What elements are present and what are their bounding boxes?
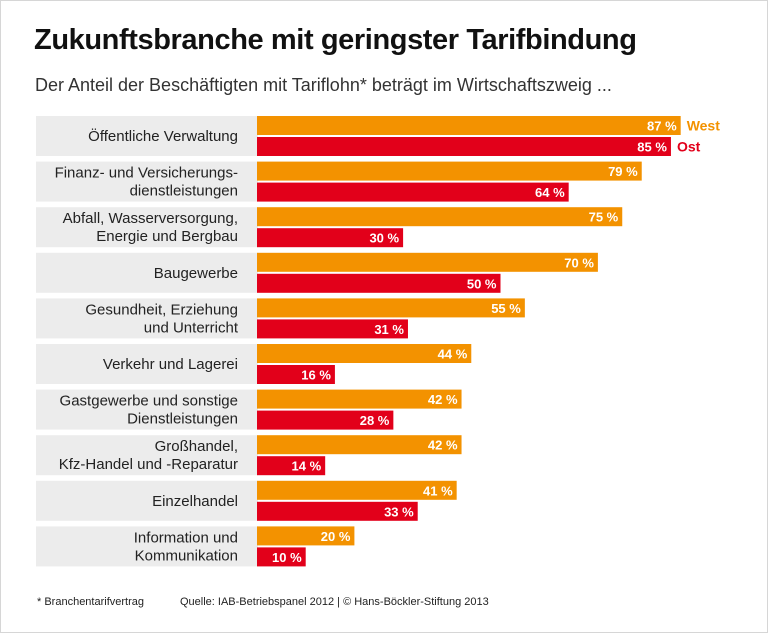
category-label-line: Gastgewerbe und sonstige — [60, 393, 238, 410]
category-label-line: Information und — [134, 529, 238, 546]
value-label-ost: 64 % — [535, 185, 565, 200]
category-band — [36, 526, 258, 567]
category-band — [36, 480, 258, 521]
value-label-ost: 14 % — [292, 459, 322, 474]
bar-ost — [257, 182, 569, 202]
bar-west — [257, 480, 457, 500]
category-label: Finanz- und Versicherungs-dienstleistung… — [55, 165, 238, 200]
category-band — [36, 389, 258, 430]
category-label-line: Abfall, Wasserversorgung, — [63, 210, 238, 227]
category-label: Gastgewerbe und sonstige Dienstleistungen — [60, 393, 238, 428]
category-label-line: und Unterricht — [144, 319, 239, 336]
bar-west — [257, 435, 462, 455]
value-label-west: 42 % — [428, 392, 458, 407]
category-label-line: Verkehr und Lagerei — [103, 356, 238, 373]
chart-title: Zukunftsbranche mit geringster Tarifbind… — [34, 24, 637, 56]
bar-west — [257, 298, 525, 318]
category-label-line: Baugewerbe — [154, 265, 238, 282]
category-label: Gesundheit, Erziehung und Unterricht — [85, 301, 238, 336]
category-label-line: Finanz- und Versicherungs- — [55, 165, 238, 182]
value-label-west: 44 % — [438, 347, 468, 362]
value-label-west: 20 % — [321, 529, 351, 544]
bar-ost — [257, 410, 394, 430]
value-label-ost: 33 % — [384, 504, 414, 519]
bar-ost — [257, 501, 418, 521]
value-label-west: 42 % — [428, 438, 458, 453]
bar-ost — [257, 365, 335, 384]
category-label: Information und Kommunikation — [134, 529, 238, 564]
category-label-line: Gesundheit, Erziehung — [85, 301, 238, 318]
category-label: Einzelhandel — [152, 493, 238, 510]
chart-subtitle: Der Anteil der Beschäftigten mit Tariflo… — [35, 75, 612, 95]
bar-ost — [257, 547, 306, 567]
category-band — [36, 344, 258, 384]
value-label-west: 41 % — [423, 483, 453, 498]
value-label-west: 55 % — [491, 301, 521, 316]
category-band — [36, 161, 258, 202]
category-label: Baugewerbe — [154, 265, 238, 282]
value-label-ost: 85 % — [637, 140, 667, 155]
category-label-line: Kommunikation — [135, 547, 238, 564]
category-label-line: dienstleistungen — [130, 183, 238, 200]
category-label-line: Energie und Bergbau — [96, 228, 238, 245]
bar-west — [257, 344, 472, 363]
bar-west — [257, 207, 623, 227]
footnote: * Branchentarifvertrag — [37, 596, 144, 608]
category-label-line: Einzelhandel — [152, 493, 238, 510]
value-label-ost: 28 % — [360, 413, 390, 428]
value-label-ost: 30 % — [369, 231, 399, 246]
legend-ost: Ost — [677, 139, 701, 155]
category-label-line: Öffentliche Verwaltung — [88, 127, 238, 145]
bar-west — [257, 526, 355, 546]
category-band — [36, 207, 258, 248]
bar-west — [257, 389, 462, 409]
legend-west: West — [687, 118, 721, 134]
bar-ost — [257, 137, 671, 156]
source-note: Quelle: IAB-Betriebspanel 2012 | © Hans-… — [180, 596, 489, 608]
bar-ost — [257, 273, 501, 293]
bar-ost — [257, 228, 404, 248]
value-label-west: 70 % — [564, 255, 594, 270]
bar-west — [257, 161, 642, 181]
category-label: Öffentliche Verwaltung — [88, 127, 238, 145]
bar-west — [257, 116, 681, 135]
value-label-west: 79 % — [608, 164, 638, 179]
value-label-west: 75 % — [589, 210, 619, 225]
category-band — [36, 252, 258, 293]
category-band — [36, 298, 258, 339]
category-label: Verkehr und Lagerei — [103, 356, 238, 373]
bar-ost — [257, 319, 408, 339]
category-label-line: Kfz-Handel und -Reparatur — [59, 456, 238, 473]
category-label-line: Dienstleistungen — [127, 411, 238, 428]
bar-west — [257, 252, 598, 272]
category-label-line: Großhandel, — [155, 438, 238, 455]
value-label-ost: 50 % — [467, 276, 497, 291]
category-band — [36, 116, 258, 156]
value-label-ost: 31 % — [374, 322, 404, 337]
category-label: Großhandel, Kfz-Handel und -Reparatur — [59, 438, 238, 473]
category-band — [36, 435, 258, 476]
value-label-west: 87 % — [647, 119, 677, 134]
value-label-ost: 16 % — [301, 368, 331, 383]
category-label: Abfall, Wasserversorgung, Energie und Ber… — [63, 210, 238, 245]
bar-ost — [257, 456, 326, 476]
value-label-ost: 10 % — [272, 550, 302, 565]
